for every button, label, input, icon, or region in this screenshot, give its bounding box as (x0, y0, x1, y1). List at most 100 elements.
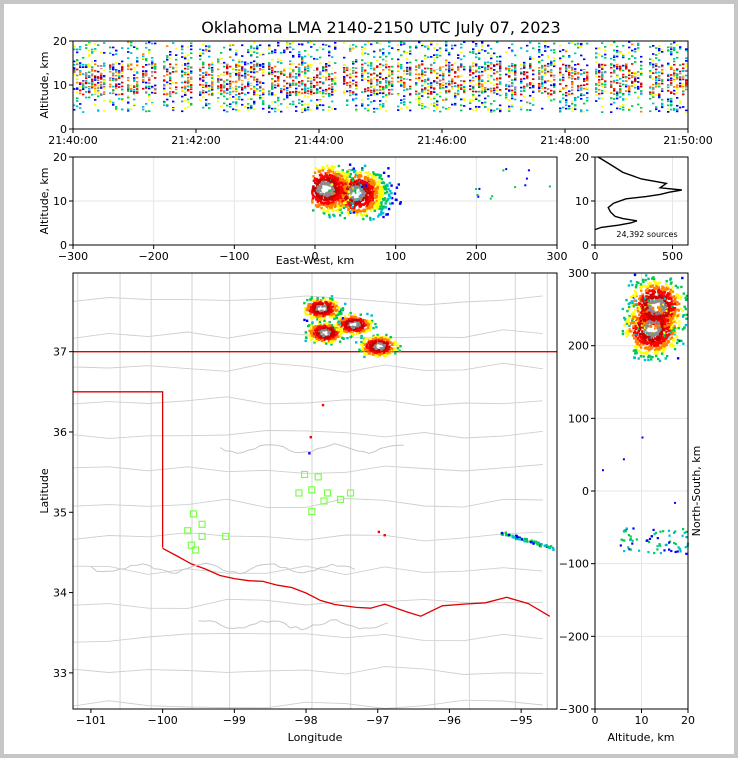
source-mark (601, 68, 604, 70)
source-mark (283, 88, 286, 91)
source-mark (661, 48, 664, 51)
source-mark (658, 95, 661, 97)
source-mark (661, 88, 664, 90)
source-mark (312, 195, 315, 198)
source-mark (424, 54, 427, 57)
source-mark (475, 77, 478, 79)
source-mark (223, 102, 226, 105)
source-mark (372, 207, 375, 210)
source-mark (463, 80, 466, 83)
source-mark (253, 87, 256, 90)
source-mark (343, 64, 346, 66)
source-mark (338, 193, 342, 197)
source-mark (259, 94, 262, 97)
source-mark (559, 90, 562, 93)
source-mark (351, 208, 354, 211)
source-mark (363, 177, 366, 181)
source-mark (652, 86, 655, 89)
source-mark (568, 105, 571, 107)
source-mark (469, 69, 472, 71)
source-mark (211, 80, 214, 82)
source-mark (118, 86, 121, 88)
source-mark (190, 42, 193, 45)
source-mark (301, 110, 304, 113)
source-mark (202, 75, 205, 77)
source-mark (649, 87, 652, 89)
source-mark (526, 84, 529, 87)
source-mark (511, 105, 514, 108)
source-mark (220, 105, 223, 108)
source-mark (361, 79, 364, 81)
source-mark (436, 77, 439, 79)
source-mark (121, 98, 124, 100)
source-mark (73, 64, 76, 66)
source-mark (562, 87, 565, 90)
source-mark (127, 57, 130, 59)
source-mark (361, 104, 364, 107)
source-mark (313, 57, 316, 60)
source-mark (484, 63, 487, 65)
source-mark (628, 69, 631, 72)
source-mark (331, 100, 334, 103)
source-mark (115, 109, 118, 111)
source-mark (601, 42, 604, 44)
source-mark (373, 93, 376, 96)
source-mark (76, 91, 79, 94)
source-mark (380, 177, 383, 181)
source-mark (445, 61, 448, 64)
source-mark (526, 83, 529, 85)
source-mark (359, 210, 362, 213)
source-mark (73, 69, 76, 71)
source-mark (595, 47, 598, 50)
source-mark (244, 87, 247, 89)
source-mark (487, 52, 490, 54)
source-mark (366, 201, 369, 205)
source-mark (490, 57, 493, 60)
source-mark (389, 202, 392, 205)
source-mark (103, 93, 106, 95)
source-mark (634, 50, 637, 53)
source-mark (415, 93, 418, 95)
source-mark (385, 84, 388, 87)
source-mark (88, 71, 91, 74)
source-mark (451, 68, 454, 71)
source-mark (241, 79, 244, 82)
source-mark (667, 79, 670, 82)
source-mark (496, 83, 499, 86)
source-mark (562, 93, 565, 96)
source-mark (229, 48, 232, 51)
source-mark (332, 188, 335, 192)
source-mark (325, 44, 328, 46)
source-mark (307, 80, 310, 82)
source-mark (628, 87, 631, 90)
source-mark (145, 81, 148, 84)
source-mark (133, 77, 136, 79)
source-mark (253, 91, 256, 94)
source-mark (115, 79, 118, 82)
source-mark (115, 83, 118, 86)
source-mark (658, 71, 661, 73)
source-mark (514, 64, 517, 66)
source-mark (409, 61, 412, 64)
source-mark (628, 85, 631, 87)
source-mark (313, 86, 316, 88)
source-mark (88, 63, 91, 66)
source-mark (655, 108, 658, 110)
source-mark (559, 69, 562, 71)
source-mark (682, 76, 685, 78)
source-mark (676, 97, 679, 99)
source-mark (100, 85, 103, 88)
source-mark (391, 70, 394, 73)
source-mark (328, 186, 331, 190)
source-mark (325, 64, 328, 66)
source-mark (73, 73, 76, 75)
source-mark (262, 102, 265, 104)
source-mark (649, 70, 652, 72)
source-mark (220, 89, 223, 92)
county-line (73, 531, 543, 542)
source-mark (163, 87, 166, 90)
source-mark (292, 79, 295, 82)
source-mark (424, 45, 427, 48)
source-mark (496, 60, 499, 63)
source-mark (310, 41, 313, 44)
